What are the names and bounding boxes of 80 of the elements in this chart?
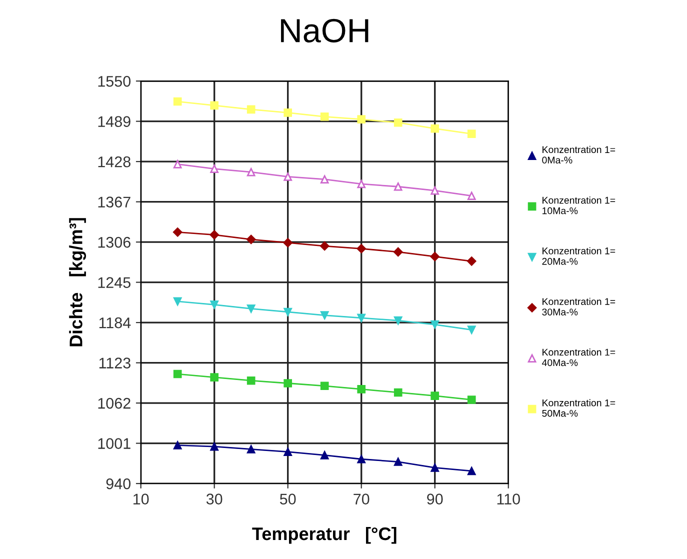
point bbox=[430, 392, 440, 400]
point bbox=[246, 234, 256, 244]
x-tick-label: 70 bbox=[354, 494, 370, 504]
point bbox=[320, 382, 329, 390]
point bbox=[467, 466, 476, 476]
point bbox=[393, 247, 403, 257]
point bbox=[394, 458, 402, 466]
point bbox=[430, 186, 440, 195]
point bbox=[173, 160, 182, 168]
point bbox=[210, 230, 219, 240]
x-tick-label: 50 bbox=[280, 494, 296, 504]
point bbox=[210, 373, 219, 382]
point bbox=[357, 385, 366, 394]
point bbox=[246, 376, 256, 385]
legend-label: Konzentration 1= 50Ma-% bbox=[542, 399, 616, 417]
point bbox=[430, 320, 440, 329]
x-tick-label: 90 bbox=[427, 494, 443, 504]
point bbox=[394, 316, 402, 325]
point bbox=[357, 180, 366, 188]
point bbox=[320, 450, 329, 460]
y-tick-label: 1367 bbox=[98, 196, 130, 208]
point bbox=[246, 304, 256, 313]
x-tick-label: 30 bbox=[206, 494, 222, 504]
point bbox=[246, 445, 256, 454]
point bbox=[210, 300, 219, 309]
point bbox=[357, 314, 366, 322]
y-axis-title: Dichte [kg/m³] bbox=[69, 218, 86, 346]
point bbox=[394, 388, 402, 397]
point bbox=[284, 172, 292, 181]
y-tick-label: 940 bbox=[106, 478, 131, 490]
point bbox=[467, 326, 476, 334]
point bbox=[172, 228, 182, 237]
y-tick-label: 1489 bbox=[98, 116, 130, 127]
y-tick-label: 1245 bbox=[98, 277, 130, 288]
point bbox=[320, 112, 329, 121]
point bbox=[284, 108, 292, 117]
y-tick-label: 1428 bbox=[98, 156, 130, 168]
point bbox=[467, 130, 476, 138]
point bbox=[246, 105, 256, 114]
x-tick-label: 110 bbox=[497, 494, 520, 504]
x-tick-label: 10 bbox=[134, 494, 149, 504]
point bbox=[173, 441, 182, 450]
point bbox=[173, 370, 182, 378]
point bbox=[210, 101, 219, 110]
point bbox=[467, 192, 476, 200]
point bbox=[284, 379, 292, 388]
point bbox=[284, 308, 292, 316]
point bbox=[320, 311, 329, 320]
point bbox=[284, 448, 292, 456]
x-axis-title: Temperatur [°C] bbox=[252, 526, 396, 544]
y-tick-label: 1062 bbox=[98, 398, 130, 409]
point bbox=[320, 175, 329, 184]
y-tick-label: 1306 bbox=[98, 236, 130, 248]
point bbox=[173, 297, 182, 306]
y-tick-label: 1550 bbox=[98, 76, 131, 87]
point bbox=[467, 396, 476, 404]
point bbox=[357, 115, 366, 124]
chart-title: NaOH bbox=[281, 18, 368, 42]
legend-label: Konzentration 1= 30Ma-% bbox=[542, 298, 616, 316]
point bbox=[283, 238, 292, 248]
point bbox=[320, 241, 330, 251]
y-tick-label: 1123 bbox=[99, 358, 130, 368]
point bbox=[210, 164, 219, 173]
legend-label: Konzentration 1= 10Ma-% bbox=[542, 196, 616, 214]
point bbox=[210, 442, 219, 451]
point bbox=[357, 454, 366, 464]
legend-label: Konzentration 1= 20Ma-% bbox=[542, 247, 616, 265]
y-tick-label: 1184 bbox=[99, 317, 131, 328]
y-tick-label: 1001 bbox=[98, 438, 130, 449]
point bbox=[356, 244, 366, 254]
point bbox=[394, 182, 402, 191]
point bbox=[173, 97, 182, 106]
point bbox=[394, 118, 402, 127]
legend-label: Konzentration 1= 40Ma-% bbox=[542, 348, 616, 366]
point bbox=[430, 124, 440, 133]
point bbox=[430, 252, 440, 262]
point bbox=[467, 256, 476, 266]
point bbox=[246, 168, 256, 176]
point bbox=[430, 464, 440, 472]
legend-label: Konzentration 1= 0Ma-% bbox=[542, 146, 616, 164]
